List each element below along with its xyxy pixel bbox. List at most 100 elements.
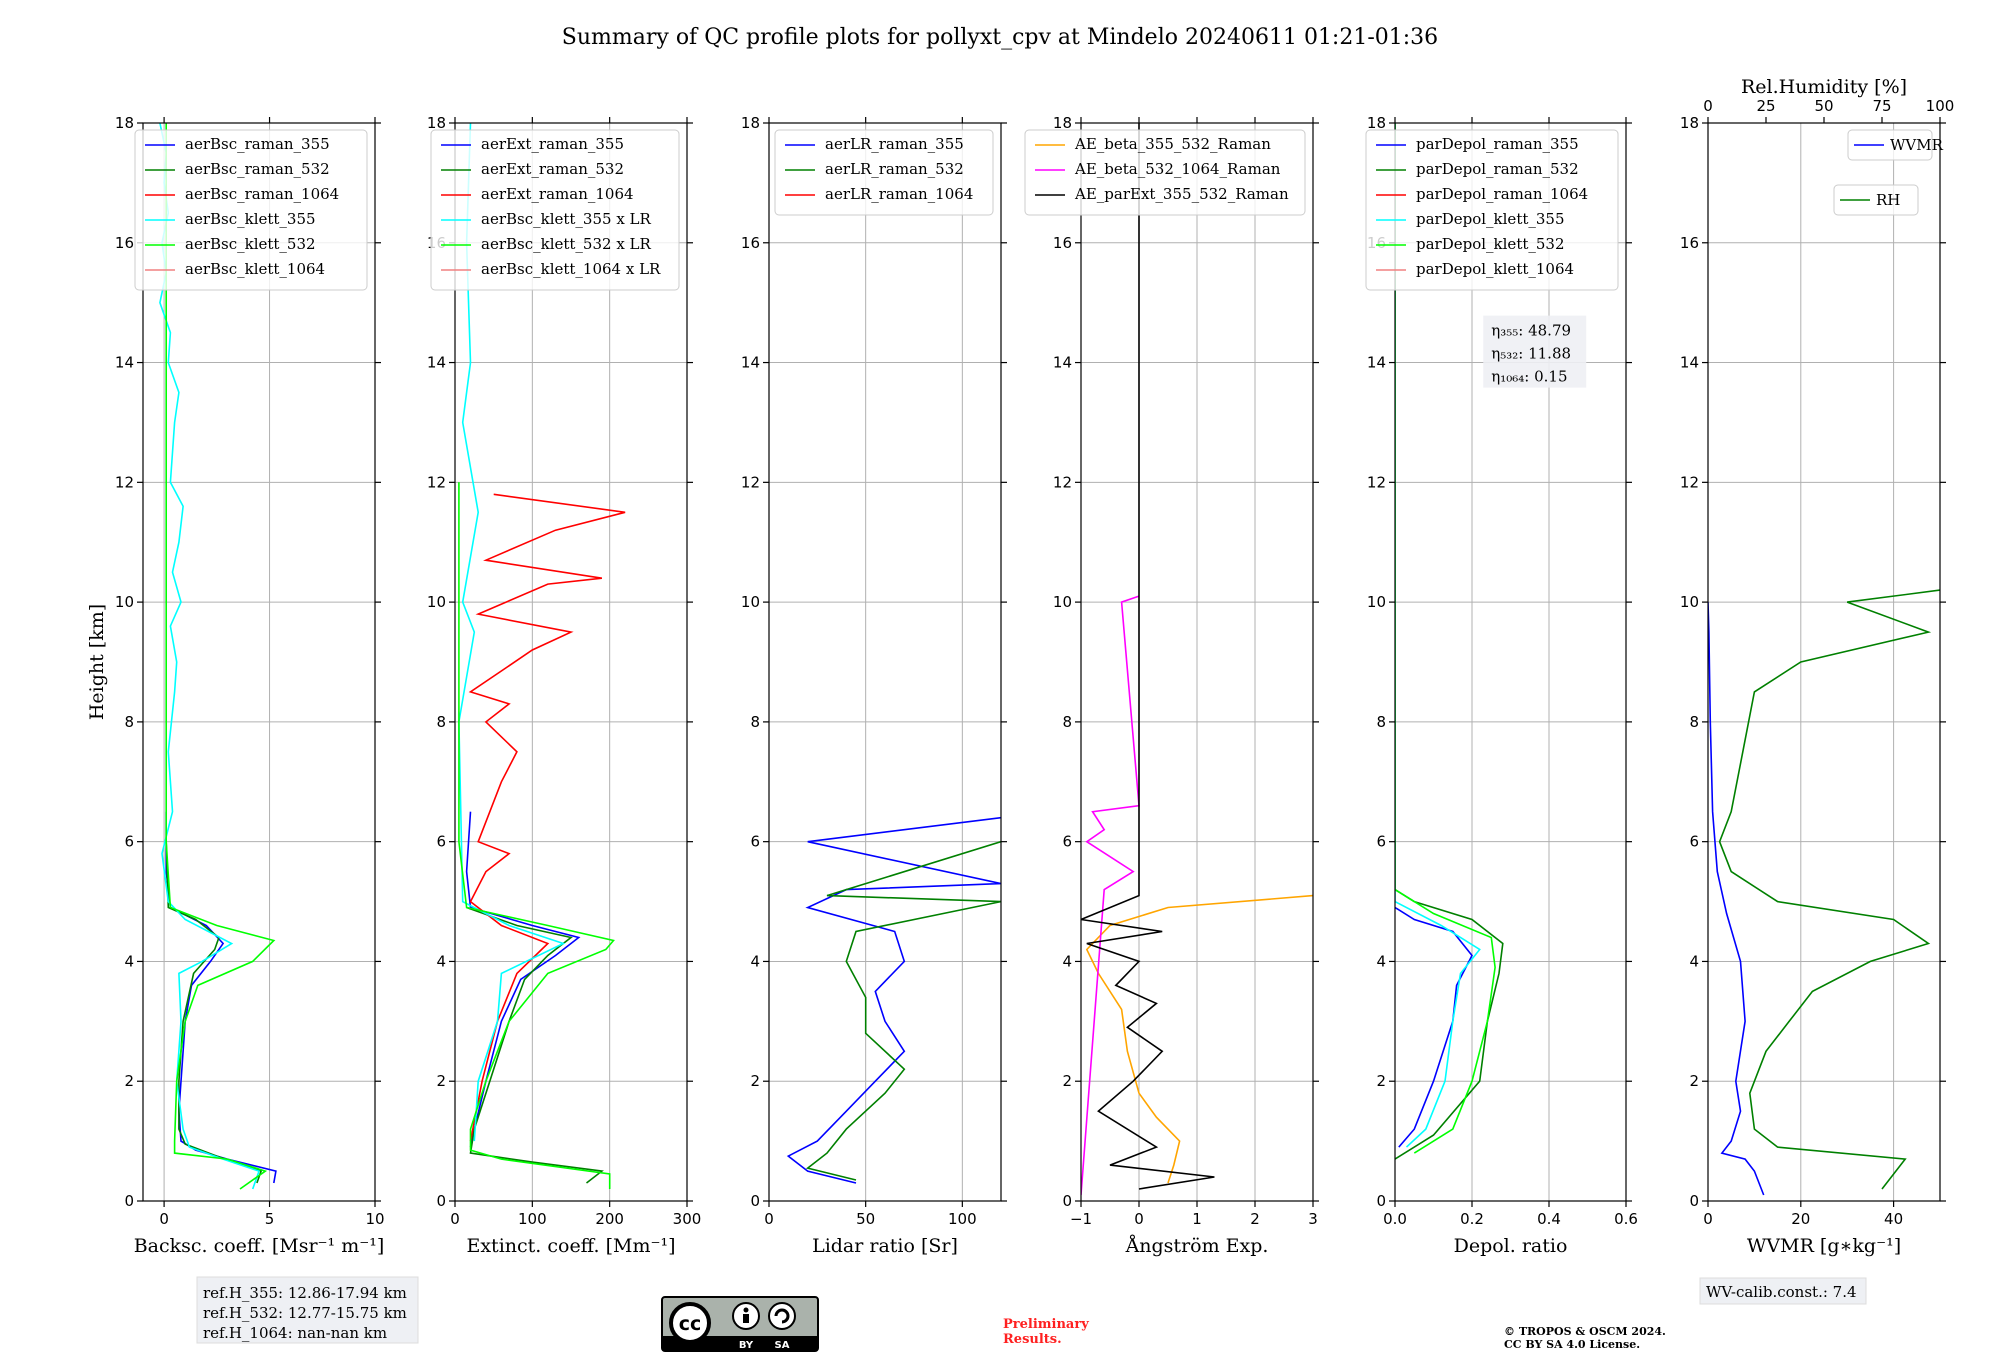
legend-label-ae-parext-355-532-raman: AE_parExt_355_532_Raman — [1074, 185, 1289, 203]
y-tick-label: 12 — [1053, 473, 1072, 491]
top-x-axis-label: Rel.Humidity [%] — [1741, 76, 1907, 98]
x-tick-label: 0 — [1703, 1210, 1713, 1228]
y-tick-label: 12 — [741, 473, 760, 491]
top-x-tick-label: 75 — [1872, 97, 1891, 115]
top-x-tick-label: 25 — [1756, 97, 1775, 115]
by-label: BY — [739, 1340, 754, 1351]
series-group — [786, 816, 1001, 1184]
y-tick-label: 4 — [1689, 952, 1699, 970]
series-line-pardepol-raman-355 — [1395, 906, 1473, 1148]
y-tick-label: 10 — [115, 593, 134, 611]
x-tick-label: 300 — [673, 1210, 702, 1228]
y-tick-label: 8 — [1376, 713, 1386, 731]
legend-label-aerext-raman-355: aerExt_raman_355 — [481, 135, 624, 153]
legend-label-aerlr-raman-532: aerLR_raman_532 — [825, 160, 964, 178]
x-tick-label: 100 — [948, 1210, 977, 1228]
y-tick-label: 16 — [1680, 234, 1699, 252]
legend-label-aerbsc-klett-532: aerBsc_klett_532 — [185, 235, 316, 253]
series-group — [1081, 123, 1313, 1196]
y-tick-label: 8 — [436, 713, 446, 731]
y-tick-label: 4 — [1376, 952, 1386, 970]
x-tick-label: 50 — [856, 1210, 875, 1228]
x-axis-label: Backsc. coeff. [Msr⁻¹ m⁻¹] — [134, 1235, 385, 1257]
x-tick-label: 0 — [764, 1210, 774, 1228]
y-tick-label: 4 — [1062, 952, 1072, 970]
top-x-tick-label: 50 — [1814, 97, 1833, 115]
top-x-tick-label: 100 — [1926, 97, 1955, 115]
chart-panel-2: 0246810121416180100200300Extinct. coeff.… — [427, 114, 701, 1257]
y-tick-label: 14 — [1367, 354, 1386, 372]
y-tick-label: 14 — [427, 354, 446, 372]
y-tick-label: 10 — [741, 593, 760, 611]
legend-label-aerbsc-raman-1064: aerBsc_raman_1064 — [185, 185, 339, 203]
legend: parDepol_raman_355 parDepol_raman_532 parD… — [1365, 129, 1619, 291]
y-tick-label: 12 — [427, 473, 446, 491]
eta-annotation-3: η₁₀₆₄: 0.15 — [1491, 368, 1567, 386]
y-tick-label: 0 — [124, 1192, 134, 1210]
legend: WVMR RH — [1833, 129, 1944, 216]
x-tick-label: 100 — [518, 1210, 547, 1228]
series-group — [1708, 589, 1940, 1196]
y-tick-label: 18 — [115, 114, 134, 132]
series-line-aerbsc-klett-532 — [165, 123, 276, 1190]
x-tick-label: 1 — [1192, 1210, 1202, 1228]
x-tick-label: 0.2 — [1460, 1210, 1484, 1228]
sa-label: SA — [775, 1340, 790, 1351]
copyright-line2: CC BY SA 4.0 License. — [1504, 1338, 1640, 1351]
y-tick-label: 4 — [124, 952, 134, 970]
legend-label-aerext-raman-1064: aerExt_raman_1064 — [481, 185, 634, 203]
cc-license-badge: cc BY SA — [661, 1296, 819, 1352]
preliminary-note-line2: Results. — [1003, 1332, 1062, 1347]
y-tick-label: 14 — [115, 354, 134, 372]
x-tick-label: 40 — [1884, 1210, 1903, 1228]
cc-letters: cc — [679, 1313, 702, 1335]
x-axis-label: Extinct. coeff. [Mm⁻¹] — [466, 1235, 675, 1257]
legend-label-pardepol-klett-532: parDepol_klett_532 — [1416, 235, 1565, 253]
legend-box — [1365, 129, 1619, 291]
legend-label-aerbsc-klett-532-x-lr: aerBsc_klett_532 x LR — [481, 235, 652, 253]
chart-panel-3: 0 2 4 6 8 10 12 14 16 18 0 50 100 Lidar ratio [Sr] aer… — [741, 114, 1007, 1257]
legend-label-ae-beta-355-532-raman: AE_beta_355_532_Raman — [1074, 135, 1271, 153]
y-tick-label: 10 — [1053, 593, 1072, 611]
y-tick-label: 14 — [1053, 354, 1072, 372]
x-tick-label: 0.0 — [1383, 1210, 1407, 1228]
y-tick-label: 6 — [436, 833, 446, 851]
y-tick-label: 4 — [436, 952, 446, 970]
wv-calib-const: WV-calib.const.: 7.4 — [1706, 1283, 1857, 1301]
x-tick-label: 0.4 — [1537, 1210, 1561, 1228]
x-tick-label: 2 — [1250, 1210, 1260, 1228]
y-tick-label: 18 — [1367, 114, 1386, 132]
y-tick-label: 0 — [750, 1192, 760, 1210]
legend-label-aerbsc-klett-1064-x-lr: aerBsc_klett_1064 x LR — [481, 260, 661, 278]
x-tick-label: 3 — [1308, 1210, 1318, 1228]
y-tick-label: 0 — [1062, 1192, 1072, 1210]
y-tick-label: 2 — [1689, 1072, 1699, 1090]
x-tick-label: 0 — [1134, 1210, 1144, 1228]
legend-label-aerlr-raman-1064: aerLR_raman_1064 — [825, 185, 973, 203]
x-tick-label: 200 — [595, 1210, 624, 1228]
y-tick-label: 18 — [1680, 114, 1699, 132]
legend-box-wvmr — [1847, 129, 1933, 161]
y-tick-label: 8 — [750, 713, 760, 731]
ref-height-532: ref.H_532: 12.77-15.75 km — [203, 1304, 407, 1322]
legend: aerBsc_raman_355 aerBsc_raman_532 aerBsc_r… — [134, 129, 368, 291]
x-tick-label: −1 — [1070, 1210, 1092, 1228]
y-tick-label: 14 — [1680, 354, 1699, 372]
legend-box — [134, 129, 368, 291]
y-tick-label: 6 — [750, 833, 760, 851]
legend-label-aerbsc-raman-355: aerBsc_raman_355 — [185, 135, 330, 153]
y-tick-label: 2 — [750, 1072, 760, 1090]
y-tick-label: 0 — [436, 1192, 446, 1210]
legend-label-pardepol-raman-1064: parDepol_raman_1064 — [1416, 185, 1588, 203]
legend-label-aerbsc-klett-355-x-lr: aerBsc_klett_355 x LR — [481, 210, 652, 228]
y-tick-label: 18 — [741, 114, 760, 132]
y-tick-label: 12 — [115, 473, 134, 491]
legend-label-ae-beta-532-1064-raman: AE_beta_532_1064_Raman — [1074, 160, 1281, 178]
legend-label-wvmr: WVMR — [1890, 136, 1944, 154]
x-tick-label: 0 — [159, 1210, 169, 1228]
legend-label-aerbsc-klett-355: aerBsc_klett_355 — [185, 210, 316, 228]
legend-label-pardepol-raman-355: parDepol_raman_355 — [1416, 135, 1579, 153]
